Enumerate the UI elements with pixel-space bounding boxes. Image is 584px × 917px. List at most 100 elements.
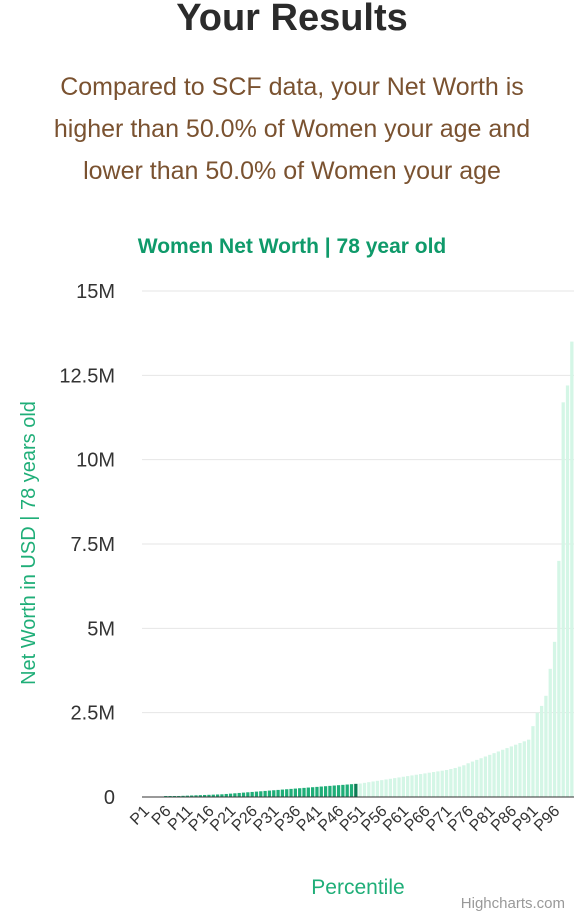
bar-p9[interactable]	[177, 795, 181, 797]
bar-p41[interactable]	[315, 786, 319, 797]
summary-line: Compared to SCF data, your Net Worth is	[60, 73, 524, 101]
bar-p92[interactable]	[535, 712, 539, 797]
bar-p13[interactable]	[194, 795, 198, 797]
bar-p100[interactable]	[570, 341, 574, 797]
bar-p40[interactable]	[311, 787, 315, 797]
chart-credit-link[interactable]: Highcharts.com	[461, 895, 565, 912]
bar-p61[interactable]	[401, 776, 405, 797]
bar-p29[interactable]	[263, 790, 267, 797]
bar-p27[interactable]	[254, 791, 259, 797]
bar-p38[interactable]	[302, 787, 306, 797]
y-axis-ticks: 0 2.5M 5M 7.5M 10M 12.5M 15M	[59, 281, 115, 809]
bar-p74[interactable]	[457, 766, 462, 797]
bar-p28[interactable]	[259, 791, 263, 797]
bar-p22[interactable]	[233, 793, 237, 797]
bar-p77[interactable]	[470, 761, 475, 797]
bar-p32[interactable]	[276, 789, 280, 797]
bar-p55[interactable]	[375, 780, 380, 797]
bar-p91[interactable]	[531, 726, 535, 797]
bar-p78[interactable]	[475, 759, 479, 797]
bar-p20[interactable]	[224, 793, 228, 797]
bar-p84[interactable]	[501, 749, 505, 797]
bar-p80[interactable]	[483, 756, 488, 797]
bar-p14[interactable]	[198, 795, 202, 797]
bar-p65[interactable]	[419, 774, 423, 797]
bar-p19[interactable]	[220, 794, 224, 797]
bar-p44[interactable]	[328, 785, 332, 797]
bar-p42[interactable]	[319, 786, 323, 797]
x-axis-label: Percentile	[311, 876, 404, 899]
bar-p36[interactable]	[293, 788, 297, 797]
bar-p79[interactable]	[479, 758, 483, 797]
bar-p31[interactable]	[272, 790, 276, 797]
bar-p96[interactable]	[552, 641, 557, 797]
bar-p97[interactable]	[557, 560, 561, 797]
bar-p85[interactable]	[505, 748, 509, 797]
bar-p51[interactable]	[358, 783, 362, 797]
bar-p34[interactable]	[285, 789, 289, 797]
bar-p93[interactable]	[539, 705, 544, 797]
bar-p62[interactable]	[406, 776, 410, 797]
bar-p45[interactable]	[332, 785, 336, 797]
bar-p98[interactable]	[561, 402, 565, 797]
bar-p33[interactable]	[280, 789, 285, 797]
bar-p15[interactable]	[203, 794, 207, 797]
bar-p71[interactable]	[444, 770, 449, 797]
bar-p68[interactable]	[431, 772, 436, 797]
bar-p76[interactable]	[466, 763, 470, 797]
bar-p58[interactable]	[388, 778, 393, 797]
bar-p57[interactable]	[384, 779, 388, 797]
summary-line: higher than 50.0% of Women your age and	[53, 115, 531, 143]
bar-p47[interactable]	[341, 784, 345, 797]
bar-p95[interactable]	[548, 668, 552, 797]
bar-p24[interactable]	[241, 792, 246, 797]
bar-p60[interactable]	[397, 777, 401, 797]
bar-p87[interactable]	[514, 744, 518, 797]
bar-p56[interactable]	[380, 780, 384, 797]
bar-p46[interactable]	[336, 785, 341, 797]
bar-p88[interactable]	[518, 743, 522, 797]
bar-p10[interactable]	[181, 795, 185, 797]
bar-p86[interactable]	[509, 746, 513, 797]
bar-p81[interactable]	[488, 754, 492, 797]
bar-p72[interactable]	[449, 769, 453, 797]
bar-p99[interactable]	[565, 385, 570, 797]
bar-p53[interactable]	[367, 782, 371, 797]
bar-p59[interactable]	[393, 778, 397, 797]
bar-p64[interactable]	[414, 774, 418, 797]
bar-p89[interactable]	[522, 741, 526, 797]
bar-p63[interactable]	[410, 775, 414, 797]
bar-p25[interactable]	[246, 792, 250, 797]
bar-p21[interactable]	[228, 793, 233, 797]
bar-p70[interactable]	[440, 770, 444, 797]
bar-p18[interactable]	[215, 794, 220, 797]
bar-p39[interactable]	[306, 787, 310, 797]
bar-p69[interactable]	[436, 771, 440, 797]
bar-p30[interactable]	[267, 790, 272, 797]
bar-p75[interactable]	[462, 765, 466, 797]
bar-p54[interactable]	[371, 781, 375, 797]
bar-p82[interactable]	[492, 753, 496, 797]
bar-p43[interactable]	[323, 786, 328, 797]
x-axis-ticks: P1P6P11P16P21P26P31P36P41P46P51P56P61P66…	[127, 803, 563, 835]
bar-p50[interactable]	[354, 783, 358, 797]
y-tick-label: 5M	[87, 618, 115, 640]
bar-p83[interactable]	[496, 751, 501, 797]
bar-p73[interactable]	[453, 767, 457, 797]
bar-p12[interactable]	[190, 795, 194, 797]
bar-p26[interactable]	[250, 791, 254, 797]
bar-p37[interactable]	[298, 788, 302, 797]
bar-p90[interactable]	[527, 739, 531, 797]
bar-p16[interactable]	[207, 794, 211, 797]
bar-p94[interactable]	[544, 695, 548, 797]
bar-p11[interactable]	[185, 795, 189, 797]
bar-p17[interactable]	[211, 794, 215, 797]
bar-p52[interactable]	[362, 782, 367, 797]
bar-p49[interactable]	[349, 784, 354, 797]
bar-p66[interactable]	[423, 773, 427, 797]
bar-p67[interactable]	[427, 772, 431, 797]
bar-p35[interactable]	[289, 788, 293, 797]
bar-p23[interactable]	[237, 792, 241, 797]
bar-p48[interactable]	[345, 784, 349, 797]
x-tick-label: P96	[531, 803, 563, 835]
